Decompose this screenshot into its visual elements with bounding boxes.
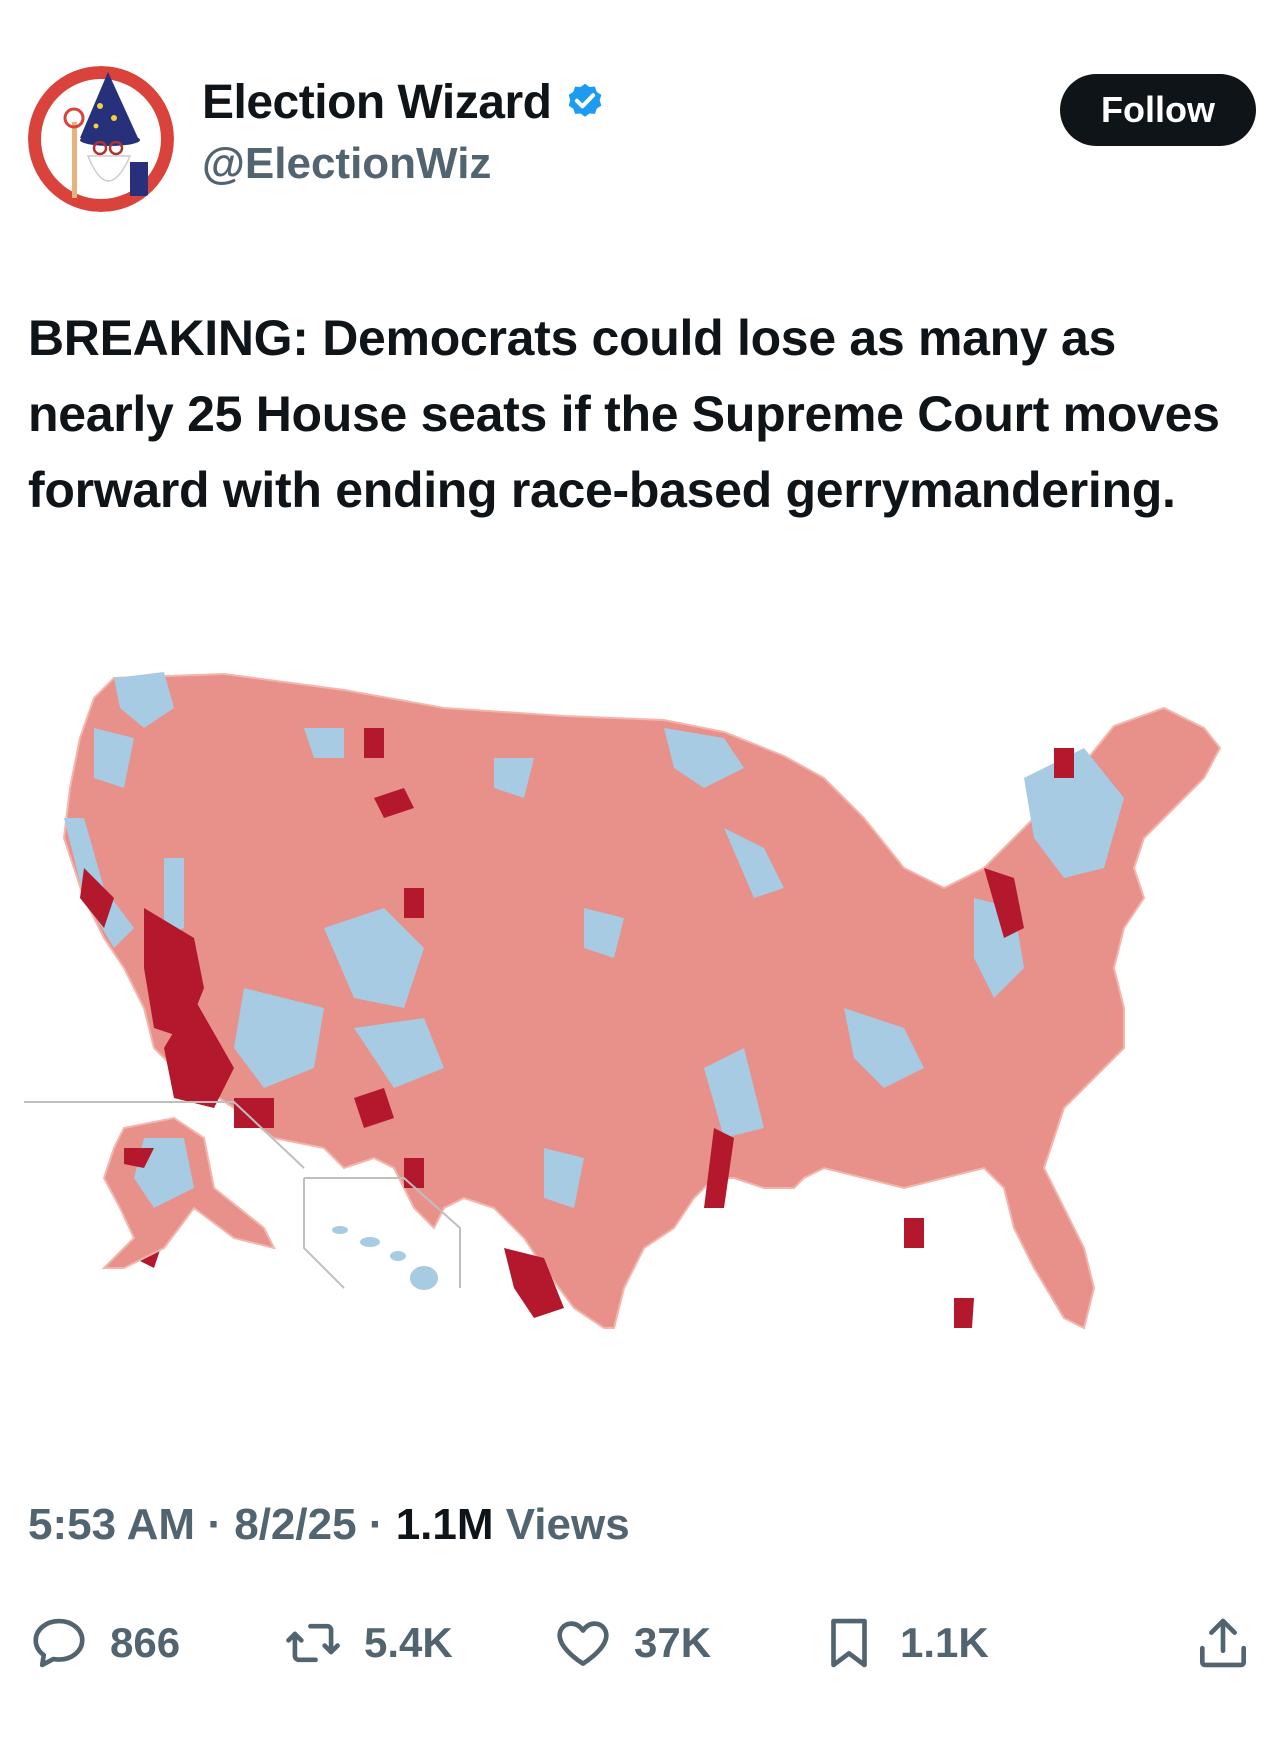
like-button[interactable]: 37K [552,1608,711,1678]
avatar[interactable] [28,66,174,212]
wizard-avatar-icon [28,66,174,212]
follow-button[interactable]: Follow [1060,74,1256,146]
tweet-text: BREAKING: Democrats could lose as many a… [28,310,1220,518]
hawaii-shape [332,1226,438,1290]
handle[interactable]: @ElectionWiz [202,139,492,188]
tweet-header: Election Wizard @ElectionWiz Follow [28,66,1256,216]
us-county-map-image [24,672,1222,1330]
display-name[interactable]: Election Wizard [202,76,552,129]
heart-icon [557,1621,609,1666]
repost-icon [286,1623,340,1663]
verified-badge-icon [569,83,602,117]
share-icon [1200,1618,1246,1668]
meta-separator: · [368,1500,396,1549]
tweet-meta: 5:53 AM · 8/2/25 · 1.1M Views [28,1500,630,1550]
display-name-row: Election Wizard [202,74,607,132]
reply-button[interactable]: 866 [28,1608,180,1678]
reply-icon [33,1618,85,1668]
repost-count: 5.4K [364,1619,453,1666]
tweet-date[interactable]: 8/2/25 [234,1500,357,1549]
author-names: Election Wizard @ElectionWiz [202,74,607,192]
blue-counties [64,672,1124,1208]
share-button[interactable] [1192,1608,1254,1678]
bookmark-count: 1.1K [900,1619,989,1666]
like-count: 37K [634,1619,712,1666]
red-counties [80,728,1074,1328]
views-count: 1.1M [395,1500,494,1549]
meta-separator: · [207,1500,235,1549]
bookmark-button[interactable]: 1.1K [818,1608,989,1678]
views-label: Views [505,1500,630,1549]
alaska-shape [101,1116,276,1269]
inset-borders [24,1101,461,1289]
tweet-actions: 866 5.4K 37K 1.1K [28,1608,1256,1678]
bookmark-icon [831,1618,867,1668]
reply-count: 866 [110,1619,181,1666]
tweet-image-map[interactable] [24,668,1260,1430]
tweet-time[interactable]: 5:53 AM [28,1500,196,1549]
repost-button[interactable]: 5.4K [282,1608,453,1678]
